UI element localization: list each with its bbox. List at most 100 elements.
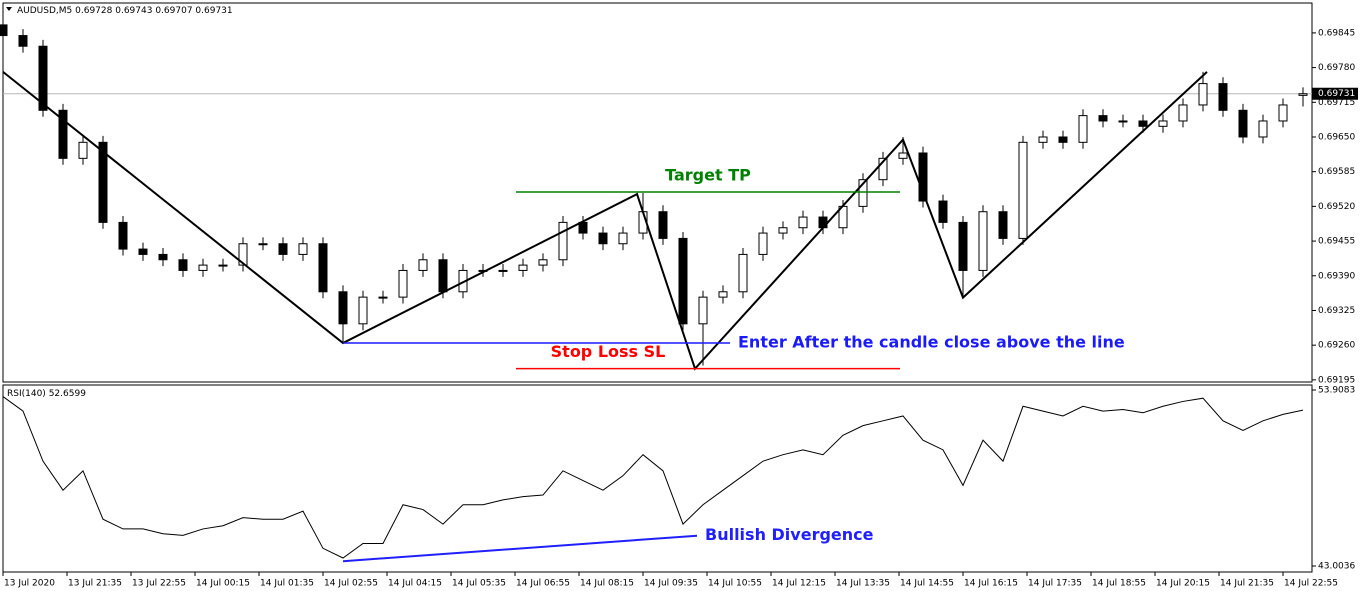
current-price-box	[1312, 87, 1358, 100]
candle-body	[1178, 104, 1188, 122]
y-tick-label: 0.69650	[1318, 132, 1355, 142]
candle-body	[418, 259, 428, 271]
y-tick-label: 0.69260	[1318, 341, 1355, 351]
candle-body	[558, 221, 568, 261]
candle-body	[1238, 109, 1248, 138]
x-tick-label: 14 Jul 08:15	[580, 579, 634, 589]
candle-body	[738, 253, 748, 293]
candle-body	[518, 264, 528, 271]
price-panel	[2, 2, 1313, 383]
candle-body	[598, 232, 608, 245]
x-tick-label: 14 Jul 01:35	[260, 579, 314, 589]
x-tick-label: 14 Jul 00:15	[196, 579, 250, 589]
candle-body	[698, 296, 708, 325]
candle-body	[1298, 93, 1308, 96]
candle-body	[1258, 120, 1268, 138]
candle-body	[278, 243, 288, 255]
x-tick-label: 14 Jul 04:15	[388, 579, 442, 589]
candle-body	[898, 152, 908, 159]
candle-body	[998, 211, 1008, 239]
candle-body	[1198, 83, 1208, 106]
candle-body	[1018, 141, 1028, 239]
candle-body	[18, 35, 28, 47]
x-tick-label: 14 Jul 21:35	[1220, 579, 1274, 589]
x-tick-label: 14 Jul 13:35	[836, 579, 890, 589]
rsi-panel	[2, 384, 1313, 573]
candle-body	[1098, 115, 1108, 122]
x-tick-label: 13 Jul 22:55	[132, 579, 186, 589]
divergence-label: Bullish Divergence	[705, 525, 874, 544]
divergence-line	[342, 534, 698, 563]
x-tick-label: 14 Jul 12:15	[772, 579, 826, 589]
x-tick-label: 14 Jul 16:15	[964, 579, 1018, 589]
x-tick-label: 14 Jul 22:55	[1284, 579, 1338, 589]
x-tick-label: 14 Jul 10:55	[708, 579, 762, 589]
candle-body	[1058, 136, 1068, 143]
candle-body	[718, 291, 728, 298]
candle-body	[958, 221, 968, 271]
current-price-label: 0.69731	[1318, 89, 1355, 99]
candle-body	[758, 232, 768, 255]
x-tick-label: 14 Jul 02:55	[324, 579, 378, 589]
rsi-line	[2, 396, 1304, 559]
x-tick-label: 14 Jul 17:35	[1028, 579, 1082, 589]
x-tick-label: 14 Jul 06:55	[516, 579, 570, 589]
x-tick-label: 13 Jul 2020	[4, 579, 55, 589]
y-tick-label: 0.69780	[1318, 63, 1355, 73]
candle-body	[438, 259, 448, 293]
x-tick-label: 14 Jul 20:15	[1156, 579, 1210, 589]
candle-body	[1138, 120, 1148, 127]
annotation-label: Stop Loss SL	[551, 342, 666, 361]
candle-body	[158, 253, 168, 261]
candle-body	[338, 291, 348, 325]
candle-body	[298, 243, 308, 255]
candle-body	[78, 141, 88, 159]
price-title: AUDUSD,M5 0.69728 0.69743 0.69707 0.6973…	[17, 6, 233, 16]
candle-body	[1278, 104, 1288, 122]
y-tick-label: 0.69715	[1318, 98, 1355, 108]
candle-body	[258, 243, 268, 246]
x-tick-label: 14 Jul 14:55	[900, 579, 954, 589]
candle-body	[238, 243, 248, 266]
x-tick-label: 13 Jul 21:35	[68, 579, 122, 589]
candle-body	[218, 264, 228, 267]
menu-arrow	[6, 7, 12, 11]
rsi-title: RSI(140) 52.6599	[7, 389, 86, 399]
candle-body	[878, 157, 888, 181]
candle-body	[1118, 120, 1128, 123]
candle-body	[118, 221, 128, 250]
y-tick-label: 0.69845	[1318, 28, 1355, 38]
rsi-tick-label: 43.0036	[1318, 562, 1355, 572]
y-tick-label: 0.69390	[1318, 271, 1355, 281]
x-tick-label: 14 Jul 09:35	[644, 579, 698, 589]
candle-body	[0, 24, 8, 37]
y-tick-label: 0.69455	[1318, 237, 1355, 247]
y-tick-label: 0.69195	[1318, 375, 1355, 385]
candle-body	[178, 259, 188, 271]
candle-body	[318, 243, 328, 293]
candle-body	[538, 259, 548, 266]
candle-body	[918, 152, 928, 202]
candle-body	[858, 179, 868, 207]
y-tick-label: 0.69325	[1318, 306, 1355, 316]
candle-body	[378, 296, 388, 299]
candle-body	[138, 248, 148, 255]
y-tick-label: 0.69585	[1318, 167, 1355, 177]
candle-body	[1078, 115, 1088, 143]
annotation-label: Target TP	[665, 165, 751, 184]
candle-body	[618, 232, 628, 245]
candle-body	[938, 200, 948, 223]
candle-body	[978, 211, 988, 271]
x-tick-label: 14 Jul 18:55	[1092, 579, 1146, 589]
candle-body	[98, 141, 108, 223]
y-tick-label: 0.69520	[1318, 202, 1355, 212]
candle-body	[398, 269, 408, 298]
candle-body	[1158, 120, 1168, 127]
candle-body	[798, 216, 808, 229]
annotation-label: Enter After the candle close above the l…	[738, 333, 1125, 352]
candle-body	[658, 211, 668, 239]
candle-body	[678, 237, 688, 325]
candle-body	[358, 296, 368, 325]
candle-body	[778, 227, 788, 234]
